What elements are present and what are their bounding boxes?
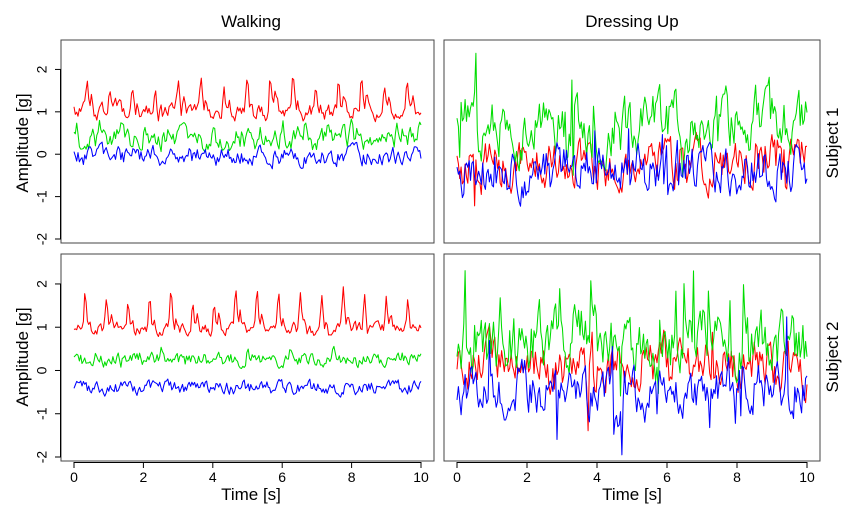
series-x-line (73, 77, 422, 123)
x-tick-label: 6 (663, 469, 671, 485)
traces (73, 286, 422, 398)
x-tick-label: 10 (799, 469, 815, 485)
x-tick-label: 4 (593, 469, 601, 485)
x-axis-label-walking: Time [s] (221, 485, 281, 504)
y-tick-label: 0 (34, 366, 50, 374)
traces (456, 52, 808, 207)
series-y-line (456, 52, 808, 178)
y-tick-label: 1 (34, 108, 50, 116)
y-tick-label: 1 (34, 323, 50, 331)
y-axis-label-row-1: Amplitude [g] (13, 93, 32, 192)
panel-frame (443, 253, 821, 462)
series-y-line (73, 118, 422, 153)
panel-frame (443, 39, 821, 244)
x-tick-label: 8 (348, 469, 356, 485)
x-tick-label: 2 (523, 469, 531, 485)
x-tick-label: 0 (70, 469, 78, 485)
series-z-line (456, 128, 808, 207)
y-axis-label-row-2: Amplitude [g] (13, 307, 32, 406)
y-tick-label: -2 (34, 233, 50, 246)
x-tick-label: 4 (209, 469, 217, 485)
y-tick-label: -2 (34, 451, 50, 464)
series-y-line (73, 345, 422, 370)
series-z-line (456, 316, 808, 456)
row-label-subject-2: Subject 2 (823, 322, 842, 393)
x-tick-label: 8 (733, 469, 741, 485)
traces (73, 77, 422, 170)
column-title-walking: Walking (221, 12, 281, 31)
series-z-line (73, 141, 422, 170)
panel-subject-1-dressing-up (443, 39, 821, 244)
series-y-line (456, 270, 808, 397)
row-label-subject-1: Subject 1 (823, 108, 842, 179)
panel-subject-2-walking: -2 -1 0 1 2 0 2 4 6 8 10 (34, 253, 435, 485)
x-tick-label: 0 (453, 469, 461, 485)
x-tick-label: 2 (140, 469, 148, 485)
y-tick-label: -1 (34, 190, 50, 203)
y-tick-label: 2 (34, 65, 50, 73)
x-tick-label: 10 (413, 469, 429, 485)
column-title-dressing-up: Dressing Up (585, 12, 679, 31)
y-tick-label: 0 (34, 150, 50, 158)
series-x-line (73, 286, 422, 338)
panel-subject-1-walking: -2 -1 0 1 2 (34, 39, 435, 246)
panel-subject-2-dressing-up: 0 2 4 6 8 10 (443, 253, 821, 485)
y-tick-label: -1 (34, 407, 50, 420)
series-z-line (73, 378, 422, 398)
traces (456, 270, 808, 456)
x-tick-label: 6 (278, 469, 286, 485)
x-axis-label-dressing-up: Time [s] (602, 485, 662, 504)
y-tick-label: 2 (34, 280, 50, 288)
panels-layer: -2 -1 0 1 2 -2 -1 0 1 2 0 2 4 6 8 10 0 2 4 6 8 10 (34, 39, 821, 485)
